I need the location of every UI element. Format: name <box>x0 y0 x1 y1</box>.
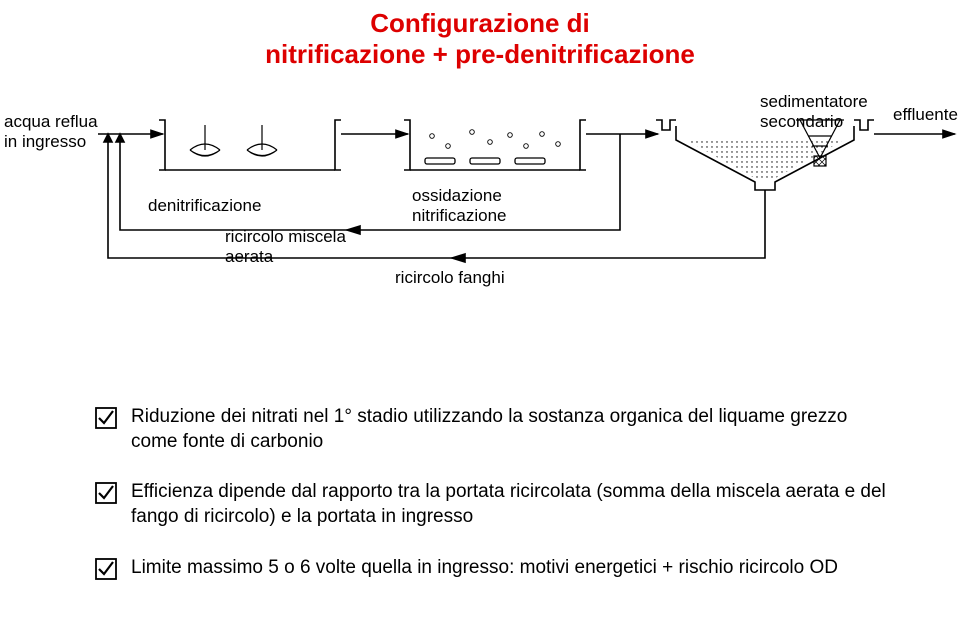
bullet-text: Efficienza dipende dal rapporto tra la p… <box>131 480 895 529</box>
mixrec-l1: ricircolo miscela <box>225 227 346 247</box>
inflow-label: acqua reflua in ingresso <box>4 112 98 151</box>
inflow-label-l2: in ingresso <box>4 132 98 152</box>
sludge-recycle-label: ricircolo fanghi <box>395 268 505 288</box>
oxidation-label-l1: ossidazione <box>412 186 507 206</box>
title-line-1: Configurazione di <box>0 8 960 39</box>
oxidation-label: ossidazione nitrificazione <box>412 186 507 225</box>
mixed-liquor-recycle-label: ricircolo miscela aerata <box>225 227 346 266</box>
check-icon <box>95 558 117 580</box>
oxidation-label-l2: nitrificazione <box>412 206 507 226</box>
title: Configurazione di nitrificazione + pre-d… <box>0 8 960 70</box>
sedimenter-label-l2: secondario <box>760 112 868 132</box>
nitrification-tank <box>404 120 586 170</box>
mixrec-l2: aerata <box>225 247 346 267</box>
bullet-item: Riduzione dei nitrati nel 1° stadio util… <box>95 405 895 454</box>
bullet-text: Limite massimo 5 o 6 volte quella in ing… <box>131 556 895 581</box>
title-line-2: nitrificazione + pre-denitrificazione <box>0 39 960 70</box>
denitrification-tank <box>159 120 341 170</box>
bullet-item: Limite massimo 5 o 6 volte quella in ing… <box>95 556 895 581</box>
sedimenter-label: sedimentatore secondario <box>760 92 868 131</box>
inflow-label-l1: acqua reflua <box>4 112 98 132</box>
denitrification-label: denitrificazione <box>148 196 261 216</box>
sedimenter-label-l1: sedimentatore <box>760 92 868 112</box>
check-icon <box>95 407 117 429</box>
bullet-text: Riduzione dei nitrati nel 1° stadio util… <box>131 405 895 454</box>
bullet-list: Riduzione dei nitrati nel 1° stadio util… <box>95 405 895 606</box>
effluent-label: effluente <box>893 105 958 125</box>
check-icon <box>95 482 117 504</box>
bullet-item: Efficienza dipende dal rapporto tra la p… <box>95 480 895 529</box>
